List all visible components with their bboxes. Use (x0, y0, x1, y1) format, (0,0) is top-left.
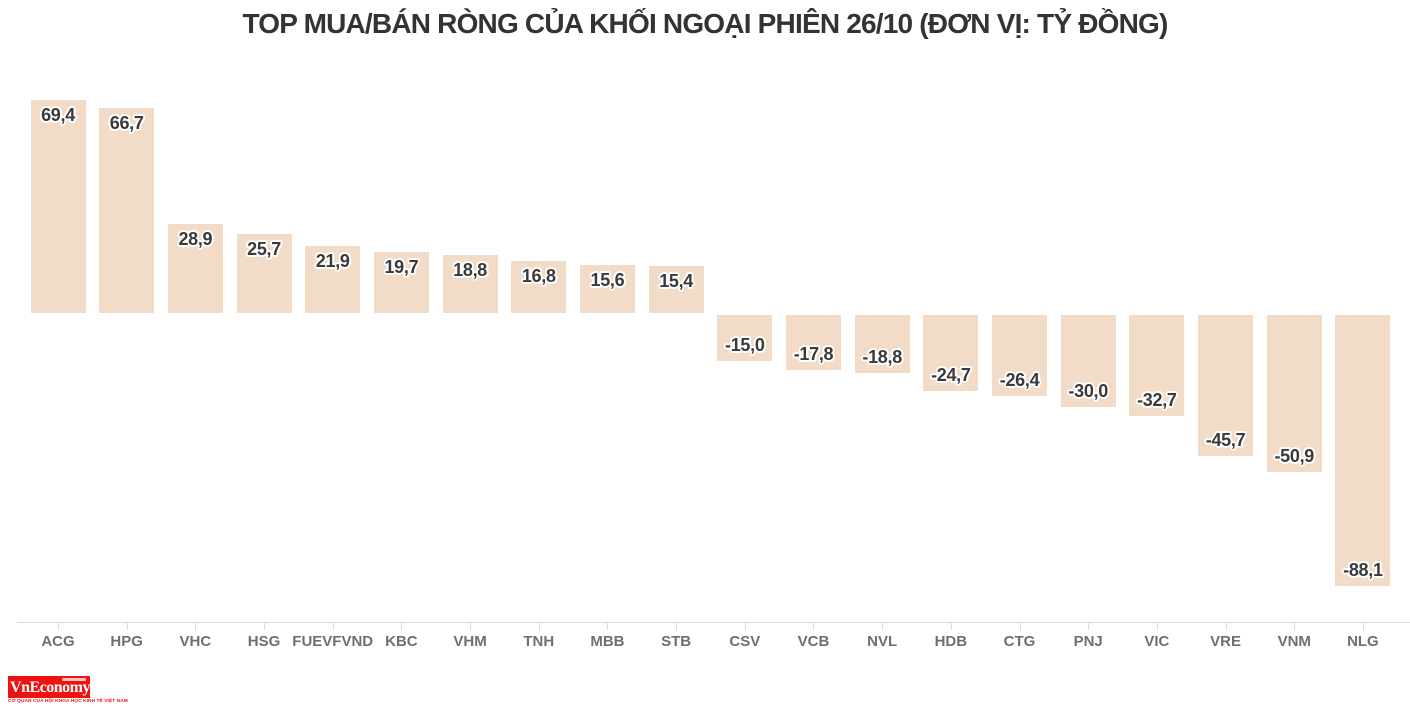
bar-VNM (1266, 315, 1322, 472)
value-label-PNJ: -30,0 (1068, 381, 1108, 402)
x-axis-tick (1225, 622, 1227, 630)
chart-title: TOP MUA/BÁN RÒNG CỦA KHỐI NGOẠI PHIÊN 26… (242, 8, 1168, 39)
x-axis-label-PNJ: PNJ (1073, 633, 1103, 650)
x-axis-tick (264, 622, 266, 630)
bar-VIC (1129, 315, 1185, 416)
x-axis-label-KBC: KBC (385, 633, 418, 650)
bar-KBC (373, 252, 429, 313)
x-axis-line (17, 622, 1410, 623)
bar-VRE (1198, 315, 1254, 456)
bar-TNH (511, 261, 567, 313)
x-axis-label-NLG: NLG (1347, 633, 1379, 650)
x-axis-label-CTG: CTG (1003, 633, 1036, 650)
bar-NLG (1335, 315, 1391, 586)
x-axis-tick (950, 622, 952, 630)
x-axis-tick (676, 622, 678, 630)
bar-NVL (854, 315, 910, 373)
value-label-VHC: 28,9 (178, 229, 213, 250)
x-axis-label-NVL: NVL (867, 633, 898, 650)
x-axis-label-MBB: MBB (590, 633, 625, 650)
bar-HDB (923, 315, 979, 391)
bar-HSG (236, 233, 292, 313)
bar-CTG (992, 315, 1048, 397)
bar-VCB (785, 315, 841, 370)
value-label-NVL: -18,8 (862, 346, 902, 367)
bar-PNJ (1060, 315, 1116, 408)
x-axis-tick (401, 622, 403, 630)
x-axis-tick (744, 622, 746, 630)
x-axis-tick (882, 622, 884, 630)
x-axis-tick (470, 622, 472, 630)
value-label-CSV: -15,0 (725, 335, 765, 356)
vneconomy-logo: VnEconomy CƠ QUAN CỦA HỘI KHOA HỌC KINH … (8, 676, 158, 705)
bar-MBB (579, 265, 635, 313)
x-axis-tick (332, 622, 334, 630)
x-axis-tick (1156, 622, 1158, 630)
x-axis-label-TNH: TNH (523, 633, 555, 650)
x-axis-tick (1088, 622, 1090, 630)
bar-FUEVFVND (305, 245, 361, 313)
x-axis-label-VCB: VCB (797, 633, 830, 650)
x-axis-tick (1362, 622, 1364, 630)
vneconomy-logo-box: VnEconomy (8, 676, 90, 698)
value-label-FUEVFVND: 21,9 (315, 250, 350, 271)
value-label-VNM: -50,9 (1274, 445, 1314, 466)
x-axis-label-ACG: ACG (41, 633, 75, 650)
x-axis-tick (813, 622, 815, 630)
x-axis-label-CSV: CSV (729, 633, 761, 650)
logo-small-text (62, 678, 86, 681)
x-axis-label-VNM: VNM (1277, 633, 1311, 650)
x-axis-label-STB: STB (661, 633, 692, 650)
value-label-HSG: 25,7 (247, 238, 281, 259)
value-label-KBC: 19,7 (384, 257, 419, 278)
value-label-VHM: 18,8 (453, 260, 487, 281)
vneconomy-wordmark: VnEconomy (10, 679, 90, 696)
bar-VHC (167, 224, 223, 313)
bar-ACG (30, 99, 86, 313)
x-axis-label-VHC: VHC (179, 633, 212, 650)
value-label-HDB: -24,7 (931, 364, 971, 385)
value-label-HPG: 66,7 (109, 112, 144, 133)
logo-tagline: CƠ QUAN CỦA HỘI KHOA HỌC KINH TẾ VIỆT NA… (8, 699, 128, 704)
value-label-VCB: -17,8 (793, 343, 834, 364)
value-label-TNH: 16,8 (521, 266, 556, 287)
x-axis-label-VHM: VHM (453, 633, 487, 650)
x-axis-tick (1294, 622, 1296, 630)
value-label-CTG: -26,4 (999, 370, 1040, 391)
x-axis-tick (195, 622, 197, 630)
x-axis-tick (1019, 622, 1021, 630)
value-label-VIC: -32,7 (1137, 389, 1177, 410)
value-label-ACG: 69,4 (41, 104, 75, 125)
x-axis-label-VIC: VIC (1144, 633, 1170, 650)
x-axis-tick (58, 622, 59, 630)
value-label-MBB: 15,6 (590, 270, 625, 291)
value-label-VRE: -45,7 (1205, 429, 1246, 450)
x-axis-tick (607, 622, 609, 630)
value-label-NLG: -88,1 (1343, 559, 1383, 580)
bar-VHM (442, 255, 498, 313)
x-axis-label-HDB: HDB (934, 633, 968, 650)
x-axis-tick (538, 622, 540, 630)
x-axis-label-HPG: HPG (110, 633, 143, 650)
x-axis-label-HSG: HSG (247, 633, 281, 650)
x-axis-label-FUEVFVND: FUEVFVND (292, 633, 374, 650)
value-label-STB: 15,4 (659, 270, 694, 291)
bar-STB (648, 265, 704, 313)
bar-CSV (717, 315, 773, 362)
x-axis-label-VRE: VRE (1210, 633, 1241, 650)
x-axis-tick (126, 622, 128, 630)
bar-HPG (99, 107, 155, 313)
